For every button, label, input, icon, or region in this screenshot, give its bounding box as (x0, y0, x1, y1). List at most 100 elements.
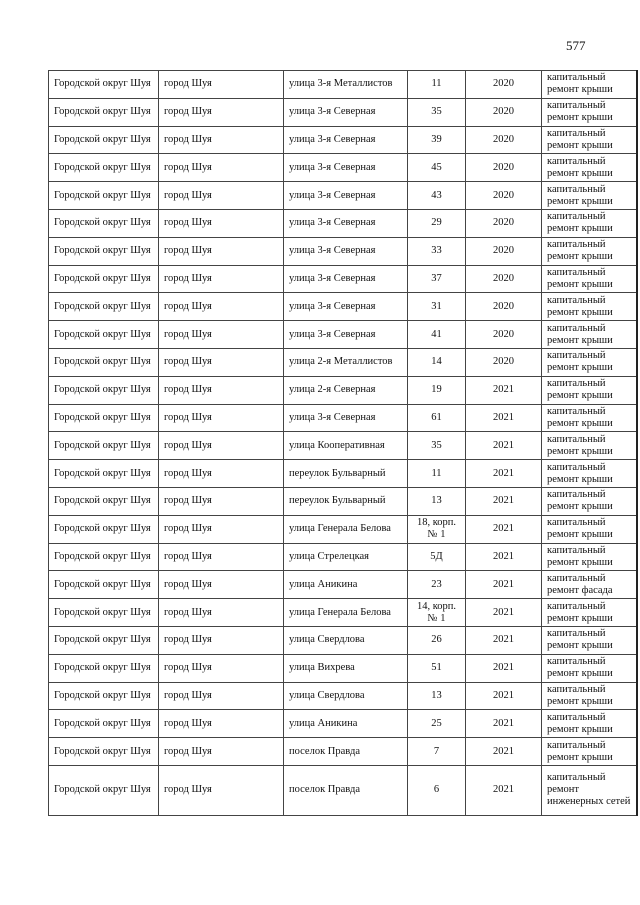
cell-municipality: Городской округ Шуя (48, 681, 159, 711)
page-number: 577 (566, 38, 586, 53)
cell-municipality: Городской округ Шуя (48, 320, 159, 349)
cell-house-number: 31 (407, 292, 466, 322)
cell-street: улица 2-я Северная (283, 375, 408, 405)
cell-house-number: 6 (407, 764, 466, 816)
cell-work-type: капитальный ремонт крыши (541, 542, 638, 572)
table-row: Городской округ Шуя город Шуя улица 3-я Се… (48, 403, 638, 433)
cell-settlement: город Шуя (158, 598, 284, 627)
table-row: Городской округ Шуя город Шуя улица 3-я Се… (48, 236, 638, 266)
table-row: Городской округ Шуя город Шуя улица 2-я Ме… (48, 347, 638, 377)
cell-street: переулок Бульварный (283, 459, 408, 488)
cell-settlement: город Шуя (158, 542, 284, 572)
cell-year: 2021 (465, 431, 542, 461)
cell-work-type: капитальный ремонт крыши (541, 208, 638, 238)
cell-year: 2020 (465, 181, 542, 210)
cell-settlement: город Шуя (158, 97, 284, 127)
cell-settlement: город Шуя (158, 709, 284, 739)
table-row: Городской округ Шуя город Шуя улица Свердл… (48, 625, 638, 655)
cell-street: переулок Бульварный (283, 486, 408, 516)
cell-municipality: Городской округ Шуя (48, 542, 159, 572)
cell-street: улица Аникина (283, 709, 408, 739)
cell-house-number: 18, корп. № 1 (407, 514, 466, 544)
cell-work-type: капитальный ремонт крыши (541, 431, 638, 461)
cell-year: 2021 (465, 681, 542, 711)
cell-year: 2021 (465, 709, 542, 739)
cell-year: 2021 (465, 653, 542, 683)
table-row: Городской округ Шуя город Шуя улица Свердл… (48, 681, 638, 711)
cell-settlement: город Шуя (158, 236, 284, 266)
cell-street: улица Кооперативная (283, 431, 408, 461)
cell-municipality: Городской округ Шуя (48, 653, 159, 683)
cell-municipality: Городской округ Шуя (48, 153, 159, 183)
cell-house-number: 11 (407, 70, 466, 99)
cell-year: 2020 (465, 70, 542, 99)
cell-year: 2020 (465, 125, 542, 155)
cell-house-number: 26 (407, 625, 466, 655)
cell-street: улица 3-я Северная (283, 236, 408, 266)
cell-house-number: 13 (407, 486, 466, 516)
cell-street: улица 3-я Северная (283, 320, 408, 349)
cell-house-number: 35 (407, 431, 466, 461)
table-row: Городской округ Шуя город Шуя улица 3-я Се… (48, 208, 638, 238)
cell-work-type: капитальный ремонт крыши (541, 653, 638, 683)
table-row: Городской округ Шуя город Шуя улица 3-я Се… (48, 125, 638, 155)
table-row: Городской округ Шуя город Шуя улица 3-я Се… (48, 153, 638, 183)
cell-street: улица 3-я Северная (283, 153, 408, 183)
cell-house-number: 25 (407, 709, 466, 739)
cell-municipality: Городской округ Шуя (48, 403, 159, 433)
table-row: Городской округ Шуя город Шуя переулок Бул… (48, 459, 638, 488)
cell-year: 2021 (465, 764, 542, 816)
cell-municipality: Городской округ Шуя (48, 236, 159, 266)
cell-year: 2021 (465, 459, 542, 488)
cell-municipality: Городской округ Шуя (48, 764, 159, 816)
cell-year: 2021 (465, 737, 542, 766)
cell-work-type: капитальный ремонт крыши (541, 264, 638, 294)
cell-street: улица 3-я Северная (283, 208, 408, 238)
cell-house-number: 41 (407, 320, 466, 349)
table-row: Городской округ Шуя город Шуя улица 3-я Се… (48, 320, 638, 349)
cell-street: улица Аникина (283, 570, 408, 600)
cell-year: 2020 (465, 264, 542, 294)
cell-year: 2021 (465, 542, 542, 572)
cell-year: 2020 (465, 208, 542, 238)
cell-house-number: 33 (407, 236, 466, 266)
cell-work-type: капитальный ремонт крыши (541, 97, 638, 127)
table-row: Городской округ Шуя город Шуя улица Вихрев… (48, 653, 638, 683)
cell-year: 2020 (465, 347, 542, 377)
cell-street: улица 3-я Северная (283, 181, 408, 210)
cell-settlement: город Шуя (158, 653, 284, 683)
cell-house-number: 29 (407, 208, 466, 238)
cell-year: 2021 (465, 570, 542, 600)
cell-settlement: город Шуя (158, 514, 284, 544)
cell-municipality: Городской округ Шуя (48, 570, 159, 600)
cell-house-number: 45 (407, 153, 466, 183)
repair-schedule-table: Городской округ Шуя город Шуя улица 3-я Ме… (48, 70, 638, 816)
table-row: Городской округ Шуя город Шуя улица Аникин… (48, 570, 638, 600)
cell-work-type: капитальный ремонт крыши (541, 292, 638, 322)
cell-municipality: Городской округ Шуя (48, 70, 159, 99)
cell-work-type: капитальный ремонт инженерных сетей (541, 764, 638, 816)
cell-street: улица 3-я Металлистов (283, 70, 408, 99)
cell-settlement: город Шуя (158, 292, 284, 322)
cell-settlement: город Шуя (158, 681, 284, 711)
cell-work-type: капитальный ремонт крыши (541, 347, 638, 377)
table-row: Городской округ Шуя город Шуя поселок Прав… (48, 737, 638, 766)
cell-year: 2020 (465, 320, 542, 349)
cell-work-type: капитальный ремонт крыши (541, 320, 638, 349)
cell-municipality: Городской округ Шуя (48, 125, 159, 155)
cell-year: 2020 (465, 97, 542, 127)
cell-municipality: Городской округ Шуя (48, 347, 159, 377)
cell-municipality: Городской округ Шуя (48, 709, 159, 739)
cell-street: улица Свердлова (283, 681, 408, 711)
cell-municipality: Городской округ Шуя (48, 97, 159, 127)
cell-house-number: 7 (407, 737, 466, 766)
cell-settlement: город Шуя (158, 375, 284, 405)
table-row: Городской округ Шуя город Шуя улица 3-я Се… (48, 264, 638, 294)
cell-municipality: Городской округ Шуя (48, 292, 159, 322)
cell-year: 2021 (465, 403, 542, 433)
cell-municipality: Городской округ Шуя (48, 625, 159, 655)
cell-house-number: 14, корп. № 1 (407, 598, 466, 627)
table-row: Городской округ Шуя город Шуя улица 3-я Се… (48, 292, 638, 322)
cell-year: 2020 (465, 292, 542, 322)
cell-work-type: капитальный ремонт крыши (541, 403, 638, 433)
